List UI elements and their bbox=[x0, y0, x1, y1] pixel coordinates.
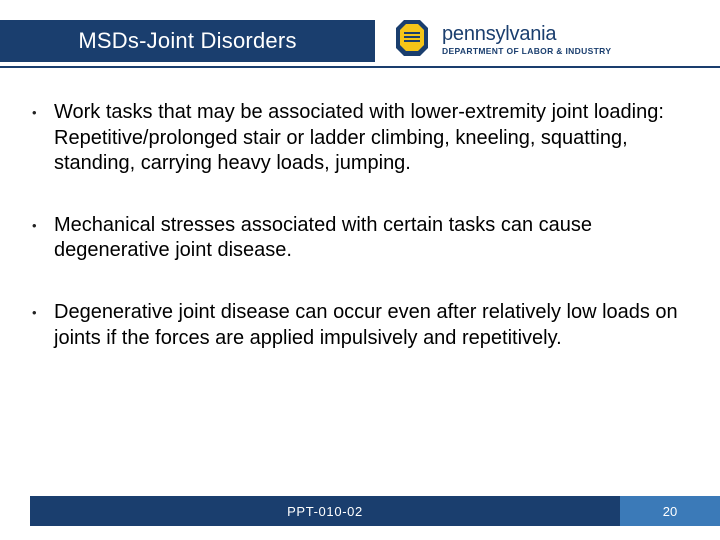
bullet-dot-icon: • bbox=[32, 100, 54, 120]
footer-code: PPT-010-02 bbox=[287, 504, 363, 519]
slide-title: MSDs-Joint Disorders bbox=[78, 28, 296, 54]
bullet-dot-icon: • bbox=[32, 213, 54, 233]
page-number: 20 bbox=[663, 504, 677, 519]
bullet-text: Mechanical stresses associated with cert… bbox=[54, 213, 678, 264]
title-bar: MSDs-Joint Disorders bbox=[0, 20, 375, 62]
content-area: • Work tasks that may be associated with… bbox=[32, 100, 678, 387]
bullet-text: Degenerative joint disease can occur eve… bbox=[54, 300, 678, 351]
bullet-item: • Mechanical stresses associated with ce… bbox=[32, 213, 678, 264]
logo-text: pennsylvania DEPARTMENT OF LABOR & INDUS… bbox=[442, 24, 611, 56]
logo-state-name: pennsylvania bbox=[442, 24, 611, 45]
header-underline bbox=[0, 66, 720, 68]
state-logo: pennsylvania DEPARTMENT OF LABOR & INDUS… bbox=[390, 16, 690, 64]
bullet-dot-icon: • bbox=[32, 300, 54, 320]
slide: MSDs-Joint Disorders pennsylvania DEPART… bbox=[0, 0, 720, 540]
footer-band: PPT-010-02 20 bbox=[30, 496, 720, 526]
footer-code-block: PPT-010-02 bbox=[30, 496, 620, 526]
bullet-item: • Degenerative joint disease can occur e… bbox=[32, 300, 678, 351]
logo-department: DEPARTMENT OF LABOR & INDUSTRY bbox=[442, 47, 611, 56]
keystone-seal-icon bbox=[390, 18, 434, 62]
footer-page-block: 20 bbox=[620, 496, 720, 526]
bullet-item: • Work tasks that may be associated with… bbox=[32, 100, 678, 177]
bullet-text: Work tasks that may be associated with l… bbox=[54, 100, 678, 177]
header-band: MSDs-Joint Disorders pennsylvania DEPART… bbox=[0, 20, 720, 76]
